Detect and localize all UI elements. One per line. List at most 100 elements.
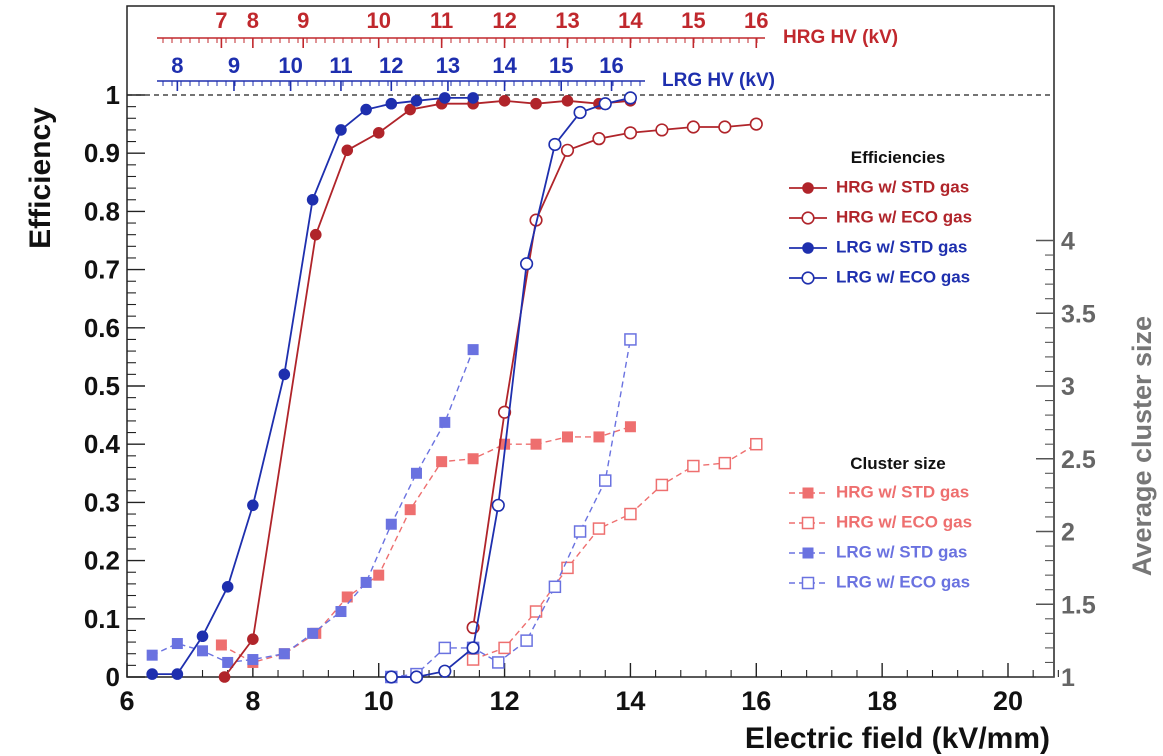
efficiency-point-lrg-w-eco-gas <box>409 670 424 684</box>
cluster-point-hrg-w-eco-gas <box>655 478 669 492</box>
cluster-point-lrg-w-eco-gas <box>573 525 587 538</box>
efficiency-point-hrg-w-std-gas <box>498 95 511 107</box>
efficiency-point-lrg-w-std-gas <box>410 95 423 107</box>
efficiency-point-hrg-w-eco-gas <box>718 120 732 134</box>
efficiency-point-hrg-w-std-gas <box>218 671 231 683</box>
cluster-point-hrg-w-eco-gas <box>466 653 480 666</box>
y-tick-label: 0.1 <box>84 604 120 634</box>
efficiency-point-lrg-w-std-gas <box>385 97 398 110</box>
efficiency-point-hrg-w-eco-gas <box>497 405 512 419</box>
hv-axis-tick-label: 11 <box>430 8 453 33</box>
hv-axis-tick-label: 14 <box>492 53 517 78</box>
cluster-point-hrg-w-std-gas <box>530 438 542 450</box>
efficiency-point-hrg-w-eco-gas <box>749 117 763 131</box>
cluster-point-lrg-w-std-gas <box>467 344 479 356</box>
cluster-point-lrg-w-std-gas <box>410 467 422 479</box>
efficiency-point-hrg-w-std-gas <box>309 228 322 241</box>
efficiency-point-lrg-w-std-gas <box>335 124 347 136</box>
x-tick-label: 12 <box>490 686 520 716</box>
efficiency-point-hrg-w-eco-gas <box>623 126 638 140</box>
x-tick-label: 8 <box>245 686 260 716</box>
x-tick-label: 18 <box>867 686 897 716</box>
hv-axis-tick-label: 11 <box>329 53 352 78</box>
hv-axis-tick-label: 13 <box>436 53 460 78</box>
y-tick-label: 1 <box>106 80 120 110</box>
y-axis-label: Efficiency <box>24 107 57 249</box>
legend-label: LRG w/ STD gas <box>836 542 967 561</box>
hv-axis-title: LRG HV (kV) <box>662 70 775 91</box>
cluster-point-hrg-w-std-gas <box>404 504 416 516</box>
y-tick-label: 0 <box>106 662 120 692</box>
hv-axis-tick-label: 10 <box>278 53 302 78</box>
cluster-point-hrg-w-eco-gas <box>624 507 637 521</box>
y2-axis-label: Average cluster size <box>1127 316 1157 576</box>
cluster-point-hrg-w-eco-gas <box>498 641 511 655</box>
x-tick-label: 6 <box>119 686 134 716</box>
cluster-point-hrg-w-std-gas <box>341 591 353 603</box>
x-tick-label: 14 <box>615 686 645 716</box>
legend-marker <box>802 182 814 194</box>
cluster-point-hrg-w-std-gas <box>562 431 573 443</box>
efficiency-point-lrg-w-std-gas <box>278 368 291 381</box>
efficiency-point-hrg-w-eco-gas <box>560 143 575 157</box>
cluster-point-lrg-w-std-gas <box>171 638 183 650</box>
y-tick-label: 0.2 <box>84 546 120 576</box>
cluster-point-hrg-w-eco-gas <box>529 605 543 618</box>
y2-tick-label: 4 <box>1061 228 1075 256</box>
cluster-point-lrg-w-eco-gas <box>492 656 505 669</box>
efficiency-point-lrg-w-eco-gas <box>598 97 612 111</box>
efficiency-point-hrg-w-std-gas <box>530 97 542 110</box>
y-axis-cluster-size: 1 1.5 2 2.5 3 3.5 4 <box>1036 228 1096 692</box>
legend-title: Efficiencies <box>851 148 946 167</box>
cluster-point-hrg-w-eco-gas <box>592 522 606 535</box>
efficiency-point-hrg-w-std-gas <box>341 144 354 157</box>
legend-label: HRG w/ ECO gas <box>836 512 972 531</box>
efficiency-point-lrg-w-std-gas <box>360 103 372 116</box>
hv-axis-tick-label: 9 <box>228 53 240 78</box>
y-tick-label: 0.6 <box>84 313 120 343</box>
hv-axis-tick-label: 12 <box>379 53 403 78</box>
legend-label: LRG w/ STD gas <box>836 237 967 256</box>
cluster-point-lrg-w-std-gas <box>360 576 372 588</box>
y-tick-label: 0.3 <box>84 487 120 517</box>
x-tick-label: 10 <box>364 686 394 716</box>
hv-axis-tick-label: 13 <box>555 8 579 33</box>
legend-label: LRG w/ ECO gas <box>836 267 970 286</box>
y2-tick-label: 2.5 <box>1061 446 1096 474</box>
cluster-point-hrg-w-eco-gas <box>687 459 700 473</box>
y-tick-label: 0.5 <box>84 371 120 401</box>
legend-marker <box>801 271 815 285</box>
efficiency-series-line-lrg-w-eco-gas <box>391 97 631 678</box>
efficiency-point-lrg-w-eco-gas <box>623 91 638 105</box>
hv-axis-tick-label: 16 <box>744 8 768 33</box>
plot-frame <box>126 5 1055 678</box>
cluster-point-lrg-w-std-gas <box>197 645 209 657</box>
efficiency-point-hrg-w-eco-gas <box>655 123 669 137</box>
hv-axis-tick-label: 8 <box>247 8 259 33</box>
efficiency-point-hrg-w-eco-gas <box>592 132 606 146</box>
efficiency-point-hrg-w-std-gas <box>247 633 259 645</box>
series-layer <box>146 91 763 684</box>
y-axis-efficiency: 0 0.1 0.2 0.3 0.4 0.5 0.6 0.7 0.8 0.9 1 <box>84 80 145 692</box>
efficiency-point-hrg-w-std-gas <box>372 127 385 139</box>
legend-marker <box>802 487 814 499</box>
efficiency-point-lrg-w-std-gas <box>467 92 479 104</box>
cluster-series-line-lrg-w-eco-gas <box>391 339 632 678</box>
efficiency-point-hrg-w-std-gas <box>561 95 574 107</box>
efficiency-point-hrg-w-eco-gas <box>686 120 700 134</box>
cluster-point-hrg-w-std-gas <box>373 569 385 581</box>
efficiency-point-lrg-w-eco-gas <box>466 641 480 655</box>
legend-label: HRG w/ ECO gas <box>836 207 972 226</box>
cluster-point-hrg-w-std-gas <box>624 421 636 433</box>
cluster-point-lrg-w-eco-gas <box>438 641 452 655</box>
cluster-point-hrg-w-std-gas <box>215 639 227 651</box>
hv-axis-tick-label: 15 <box>681 8 705 33</box>
legend-marker <box>801 211 815 225</box>
efficiency-point-lrg-w-std-gas <box>247 499 259 512</box>
y2-tick-label: 3.5 <box>1061 300 1096 328</box>
efficiency-point-lrg-w-std-gas <box>221 580 234 593</box>
legend-label: HRG w/ STD gas <box>836 482 969 501</box>
x-tick-label: 20 <box>993 686 1023 716</box>
legend-marker <box>801 576 815 590</box>
